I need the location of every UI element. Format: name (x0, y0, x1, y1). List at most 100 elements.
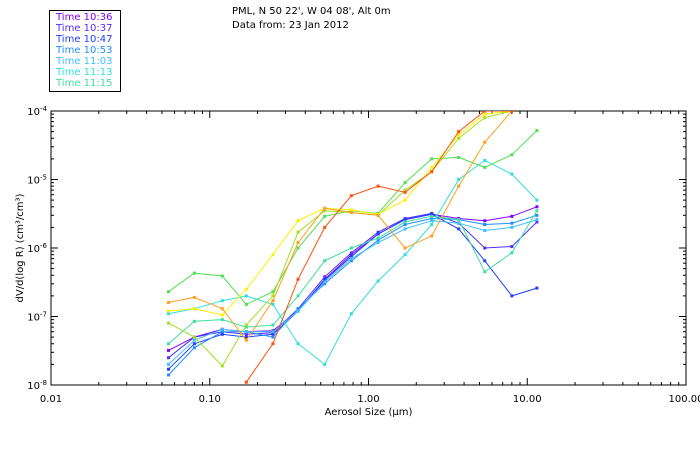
data-point (510, 251, 514, 255)
series-8 (167, 111, 514, 368)
data-point (244, 302, 248, 306)
data-point (510, 225, 514, 229)
data-point (192, 295, 196, 299)
series-11 (244, 111, 514, 384)
data-point (220, 313, 224, 317)
data-point (296, 219, 300, 223)
data-point (192, 319, 196, 323)
data-point (430, 234, 434, 238)
data-point (192, 342, 196, 346)
data-point (349, 208, 353, 212)
chart-header: PML, N 50 22', W 04 08', Alt 0m Data fro… (232, 5, 391, 33)
data-point (403, 190, 407, 194)
data-point (167, 362, 171, 366)
data-point (483, 112, 487, 116)
data-point (349, 255, 353, 259)
data-point (430, 219, 434, 223)
series-6 (167, 209, 539, 346)
data-point (535, 220, 539, 224)
data-point (510, 214, 514, 218)
data-point (403, 188, 407, 192)
legend-entry: Time 11:13 (56, 67, 113, 78)
data-point (271, 290, 275, 294)
data-point (457, 184, 461, 188)
data-point (296, 307, 300, 311)
data-point (535, 198, 539, 202)
data-point (457, 155, 461, 159)
data-point (244, 323, 248, 327)
data-point (323, 278, 327, 282)
legend-entry: Time 11:15 (56, 78, 113, 89)
legend-entry: Time 10:36 (56, 12, 113, 23)
data-point (271, 335, 275, 339)
data-point (167, 356, 171, 360)
data-point (296, 230, 300, 234)
data-point (403, 181, 407, 185)
data-point (376, 230, 380, 234)
data-point (535, 286, 539, 290)
data-point (271, 302, 275, 306)
data-point (483, 165, 487, 169)
series-line (168, 212, 538, 359)
data-point (430, 216, 434, 220)
data-point (403, 227, 407, 231)
series-line (168, 219, 538, 365)
data-point (220, 318, 224, 322)
data-point (349, 312, 353, 316)
data-point (220, 330, 224, 334)
series-line (168, 130, 538, 306)
y-tick-label: 10-6 (27, 242, 47, 255)
legend-entry: Time 10:47 (56, 34, 113, 45)
data-point (271, 299, 275, 303)
data-point (430, 170, 434, 174)
data-point (296, 342, 300, 346)
data-point (192, 338, 196, 342)
data-point (323, 362, 327, 366)
data-point (510, 172, 514, 176)
data-point (376, 184, 380, 188)
data-point (244, 380, 248, 384)
legend-entry: Time 10:37 (56, 23, 113, 34)
data-point (535, 209, 539, 213)
series-line (168, 111, 513, 342)
data-point (271, 323, 275, 327)
data-point (376, 232, 380, 236)
legend-entry: Time 11:03 (56, 56, 113, 67)
data-point (244, 325, 248, 329)
data-point (192, 307, 196, 311)
data-point (510, 111, 514, 113)
data-point (244, 338, 248, 342)
data-point (244, 287, 248, 291)
data-point (430, 223, 434, 227)
data-point (296, 241, 300, 245)
data-point (271, 332, 275, 336)
data-point (220, 327, 224, 331)
data-point (271, 253, 275, 257)
location-line: PML, N 50 22', W 04 08', Alt 0m (232, 6, 391, 17)
data-point (271, 330, 275, 334)
data-point (535, 213, 539, 217)
data-point (349, 257, 353, 261)
data-point (403, 253, 407, 257)
legend: Time 10:36 Time 10:37 Time 10:47 Time 10:53… (49, 10, 121, 92)
data-point (457, 221, 461, 225)
data-point (403, 220, 407, 224)
data-point (296, 294, 300, 298)
data-point (483, 219, 487, 223)
data-point (376, 213, 380, 217)
data-point (403, 246, 407, 250)
data-point (296, 277, 300, 281)
data-point (220, 332, 224, 336)
data-point (376, 236, 380, 240)
data-point (192, 346, 196, 350)
data-point (323, 280, 327, 284)
data-point (457, 133, 461, 137)
data-point (167, 312, 171, 316)
data-point (167, 290, 171, 294)
series-3 (167, 213, 539, 377)
data-point (323, 282, 327, 286)
series-7 (167, 128, 539, 306)
data-point (457, 218, 461, 222)
data-point (403, 218, 407, 222)
